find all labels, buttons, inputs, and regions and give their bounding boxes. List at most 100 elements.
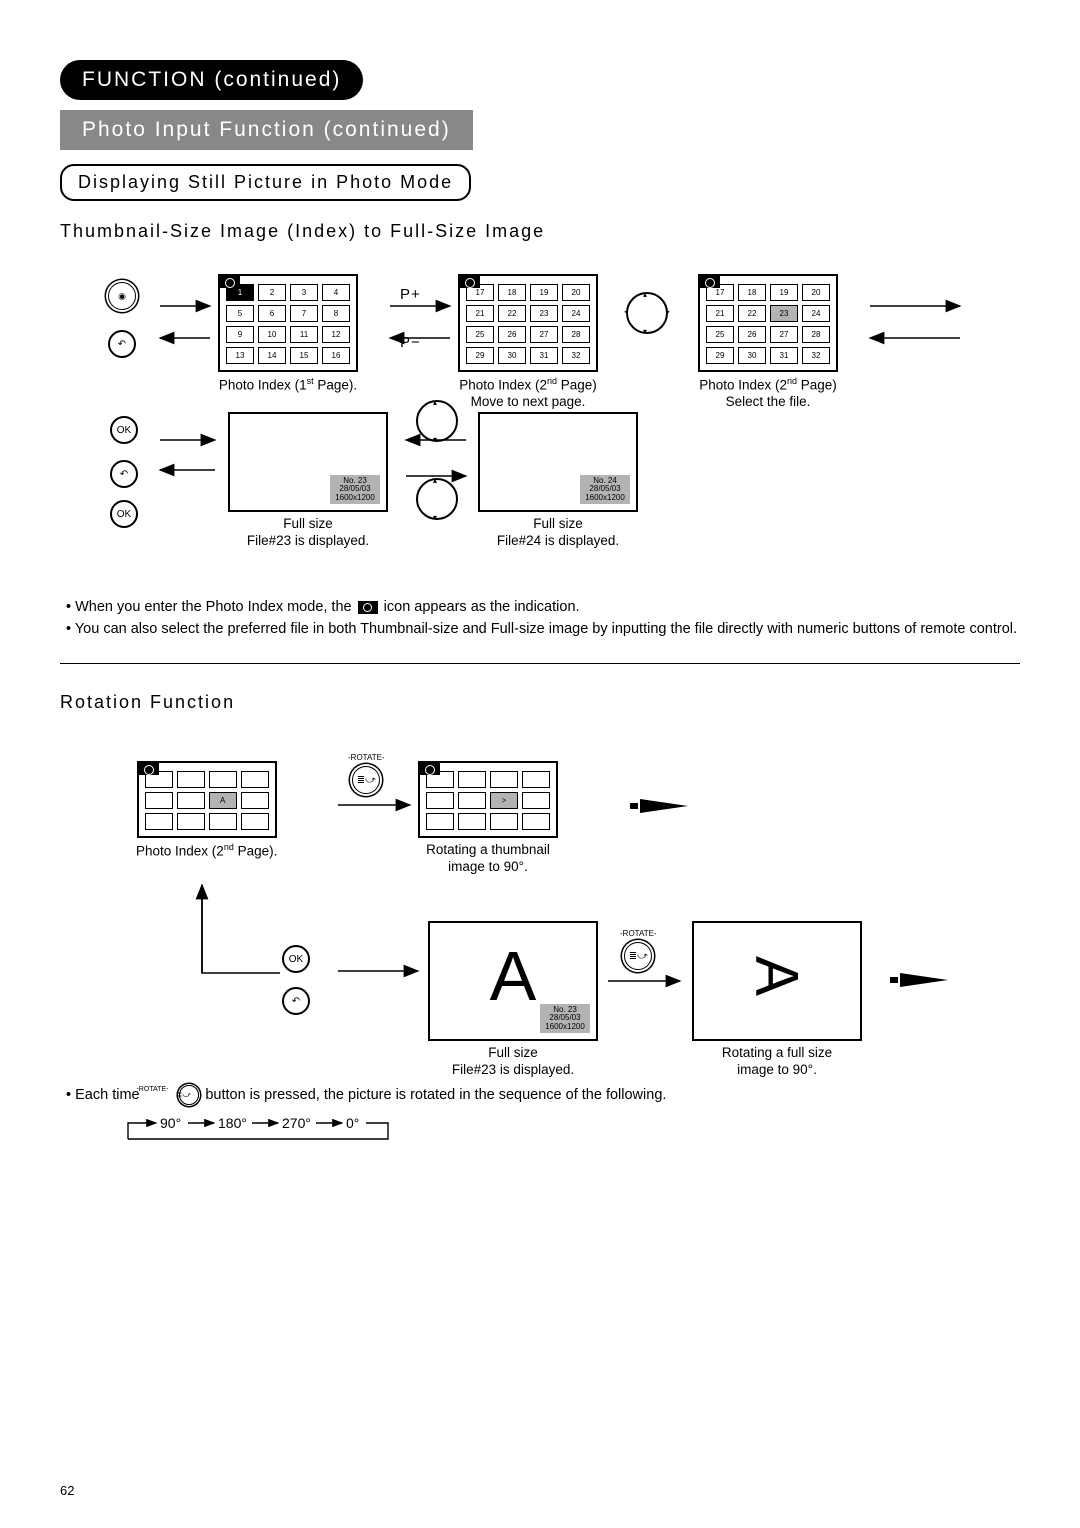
thumbnail-cell: 20 [562, 284, 590, 301]
thumbnail-cell [177, 771, 205, 788]
thumbnail-cell [490, 771, 518, 788]
thumbnail-cell: 29 [706, 347, 734, 364]
thumbnail-cell [177, 813, 205, 830]
ok-button-icon[interactable]: OK [110, 500, 138, 528]
thumbnail-to-full-diagram: ◉ ↶ 12345678910111213141516 Photo Index … [60, 270, 1020, 580]
thumbnail-cell [145, 813, 173, 830]
thumbnail-cell [145, 792, 173, 809]
thick-arrow-icon [630, 799, 688, 813]
thumbnail-cell: 19 [770, 284, 798, 301]
photo-index-grid-page1: 12345678910111213141516 [218, 274, 358, 372]
thumbnail-cell: 27 [770, 326, 798, 343]
camera-icon [137, 761, 159, 775]
thumbnail-cell: 11 [290, 326, 318, 343]
notes-list: When you enter the Photo Index mode, the… [60, 598, 1020, 639]
camera-icon [218, 274, 240, 288]
note-1: When you enter the Photo Index mode, the… [66, 598, 1020, 618]
camera-mode-icon[interactable]: ◉ [108, 282, 136, 310]
full24-caption: Full size File#24 is displayed. [497, 516, 619, 550]
full-size-frame-23: No. 23 28/05/03 1600x1200 [228, 412, 388, 512]
camera-icon [698, 274, 720, 288]
rotate-button-group: -ROTATE- ≣⤻ [620, 929, 657, 974]
thumbnail-cell [426, 792, 454, 809]
rotate-label: -ROTATE- [620, 929, 657, 938]
photo-index-grid-page2b: 17181920212223242526272829303132 [698, 274, 838, 372]
thumbnail-cell: 10 [258, 326, 286, 343]
thumbnail-cell [458, 771, 486, 788]
dpad-icon[interactable]: ▴ ▾ [416, 400, 458, 442]
thumbnail-cell: 32 [802, 347, 830, 364]
thumbnail-cell: 22 [498, 305, 526, 322]
back-button-icon[interactable]: ↶ [110, 460, 138, 488]
thumbnail-cell: 19 [530, 284, 558, 301]
caption-page2a: Photo Index (2nd Page) Move to next page… [459, 376, 597, 411]
thumbnail-cell: 31 [530, 347, 558, 364]
thumbnail-cell [522, 771, 550, 788]
back-button-icon[interactable]: ↶ [108, 330, 136, 358]
dpad-icon[interactable]: ▴ ▾ [416, 478, 458, 520]
full-size-a-rotated: A [692, 921, 862, 1041]
rotation-note: Each time -ROTATE- ≣⤻ button is pressed,… [66, 1085, 1020, 1105]
svg-text:90°: 90° [160, 1115, 181, 1131]
thumbnail-cell [241, 792, 269, 809]
thumbnail-cell: 24 [562, 305, 590, 322]
thumbnail-cell: 23 [530, 305, 558, 322]
file-info-box: No. 23 28/05/03 1600x1200 [540, 1004, 590, 1033]
caption-page1: Photo Index (1st Page). [219, 376, 357, 394]
rotation-index-grid-rotated: > [418, 761, 558, 838]
thumbnail-cell: 13 [226, 347, 254, 364]
camera-icon [418, 761, 440, 775]
ok-back-group: OK ↶ [282, 941, 310, 1019]
thumbnail-cell: 25 [706, 326, 734, 343]
thumbnail-cell: 5 [226, 305, 254, 322]
thumbnail-cell: 16 [322, 347, 350, 364]
thumbnail-cell: 30 [498, 347, 526, 364]
rotation-index-grid-a: A [137, 761, 277, 838]
thumbnail-cell: 27 [530, 326, 558, 343]
divider [60, 663, 1020, 664]
rotation-diagram: A Photo Index (2nd Page). -ROTATE- ≣⤻ > … [60, 741, 1020, 1081]
thumbnail-cell: 8 [322, 305, 350, 322]
thumbnail-cell: 28 [562, 326, 590, 343]
header-pill-photo-input: Photo Input Function (continued) [60, 110, 473, 150]
thumbnail-cell: 9 [226, 326, 254, 343]
thumbnail-cell: 23 [770, 305, 798, 322]
thumbnail-cell [458, 813, 486, 830]
ok-button-icon[interactable]: OK [282, 945, 310, 973]
rotate-button-icon[interactable]: ≣⤻ [352, 766, 380, 794]
thumbnail-cell [209, 813, 237, 830]
thumbnail-cell: 26 [498, 326, 526, 343]
rotate-button-icon[interactable]: ≣⤻ [624, 942, 652, 970]
caption-page2b: Photo Index (2nd Page) Select the file. [699, 376, 837, 411]
thumbnail-cell: 12 [322, 326, 350, 343]
thumbnail-cell: 14 [258, 347, 286, 364]
thumbnail-cell: 4 [322, 284, 350, 301]
rotated-full-caption: Rotating a full size image to 90°. [722, 1045, 832, 1079]
thumbnail-cell: 26 [738, 326, 766, 343]
back-button-icon[interactable]: ↶ [282, 987, 310, 1015]
thumbnail-cell: 3 [290, 284, 318, 301]
ok-back-group: OK ↶ OK [110, 412, 138, 532]
dpad-icon[interactable]: ▴ ▾ ◂ ▸ [626, 292, 668, 334]
rotate-button-group: -ROTATE- ≣⤻ [348, 753, 385, 798]
svg-text:180°: 180° [218, 1115, 247, 1131]
thumbnail-cell [522, 813, 550, 830]
thumbnail-cell: 21 [466, 305, 494, 322]
svg-text:270°: 270° [282, 1115, 311, 1131]
thumbnail-cell: 18 [498, 284, 526, 301]
thumbnail-cell: 20 [802, 284, 830, 301]
rotation-index-caption: Photo Index (2nd Page). [136, 842, 277, 860]
ok-button-icon[interactable]: OK [110, 416, 138, 444]
file-info-box: No. 23 28/05/03 1600x1200 [330, 475, 380, 504]
thumbnail-cell: 31 [770, 347, 798, 364]
boxed-subtitle: Displaying Still Picture in Photo Mode [60, 164, 471, 201]
thumbnail-cell [177, 792, 205, 809]
thumbnail-cell: 29 [466, 347, 494, 364]
thumbnail-cell: 25 [466, 326, 494, 343]
note-2: You can also select the preferred file i… [66, 620, 1020, 640]
thumbnail-cell: > [490, 792, 518, 809]
thick-arrow-icon [890, 973, 948, 987]
thumbnail-cell: 24 [802, 305, 830, 322]
rotation-thumb-caption: Rotating a thumbnail image to 90°. [426, 842, 550, 876]
thumbnail-cell: 15 [290, 347, 318, 364]
